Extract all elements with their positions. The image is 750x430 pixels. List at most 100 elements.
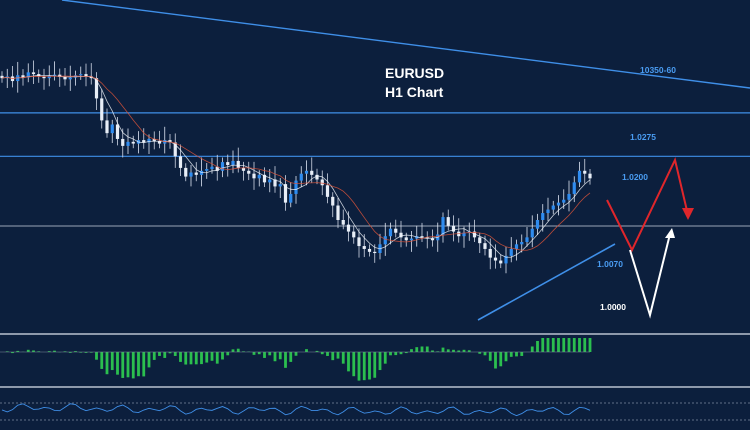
- candle-body: [310, 170, 314, 175]
- histogram-bar: [137, 352, 140, 377]
- histogram-bar: [152, 352, 156, 360]
- histogram-bar: [5, 351, 9, 352]
- histogram-bar: [320, 352, 324, 355]
- histogram-bar: [215, 352, 219, 364]
- histogram-bar: [446, 349, 450, 352]
- histogram-bar: [331, 352, 335, 361]
- candle-body: [157, 141, 162, 144]
- histogram-bar: [63, 351, 67, 352]
- histogram-bar: [252, 352, 256, 355]
- red-projection-arrowhead: [682, 208, 694, 220]
- histogram-bar: [79, 352, 83, 353]
- candle-body: [0, 75, 4, 79]
- candle-body: [94, 78, 99, 99]
- candle-body: [373, 251, 377, 254]
- histogram-bar: [504, 352, 508, 362]
- histogram-bar: [588, 338, 592, 352]
- candle-body: [278, 184, 282, 187]
- timeframe-title: H1 Chart: [385, 84, 444, 100]
- candle-body: [546, 209, 550, 214]
- histogram-bar: [47, 351, 51, 352]
- histogram-bar: [494, 352, 497, 369]
- histogram-bar: [89, 352, 93, 353]
- moving-average-fast: [1, 74, 591, 258]
- candle-body: [399, 232, 403, 238]
- candle-body: [331, 196, 335, 206]
- histogram-bar: [289, 352, 293, 362]
- histogram-bar: [11, 352, 14, 354]
- histogram-bar: [236, 348, 240, 352]
- histogram-bar: [210, 352, 214, 361]
- candle-body: [409, 238, 414, 241]
- candle-body: [336, 205, 340, 220]
- candle-body: [42, 76, 46, 79]
- histogram-bar: [362, 352, 366, 381]
- histogram-bar: [147, 352, 151, 368]
- histogram-bar: [352, 352, 356, 377]
- candle-body: [567, 193, 571, 200]
- histogram-bar: [515, 352, 518, 357]
- candle-body: [530, 228, 534, 238]
- histogram-bar: [509, 352, 513, 357]
- moving-average-slow: [1, 75, 591, 251]
- candle-body: [252, 173, 256, 179]
- candle-body: [268, 179, 272, 183]
- histogram-bar: [536, 341, 539, 352]
- candle-body: [262, 174, 267, 183]
- histogram-bar: [131, 352, 135, 379]
- candle-body: [115, 124, 120, 139]
- candle-body: [352, 231, 356, 238]
- histogram-bar: [478, 352, 482, 354]
- histogram-bar: [389, 352, 392, 356]
- histogram-bar: [284, 352, 287, 368]
- candle-body: [257, 174, 261, 179]
- histogram-bar: [158, 352, 161, 356]
- histogram-bar: [74, 351, 77, 352]
- candle-body: [446, 217, 450, 226]
- candle-body: [541, 213, 545, 220]
- candle-body: [346, 224, 351, 232]
- histogram-bar: [257, 352, 261, 355]
- candle-body: [499, 260, 503, 264]
- histogram-bar: [142, 352, 146, 377]
- candle-body: [488, 248, 492, 258]
- chart-title: EURUSD H1 Chart: [385, 64, 444, 102]
- candle-body: [583, 170, 587, 174]
- histogram-bar: [373, 352, 377, 378]
- histogram-bar: [278, 352, 282, 360]
- candle-body: [451, 225, 456, 232]
- histogram-bar: [168, 352, 172, 354]
- candle-body: [105, 120, 109, 134]
- candle-body: [241, 167, 246, 171]
- histogram-bar: [273, 352, 277, 362]
- candle-body: [63, 77, 67, 80]
- level-1-0200-label: 1.0200: [622, 172, 648, 182]
- histogram-bar: [420, 346, 424, 352]
- candle-body: [26, 72, 30, 78]
- candle-body: [493, 257, 498, 261]
- candle-body: [562, 199, 566, 203]
- candle-body: [189, 172, 193, 177]
- histogram-bar: [357, 352, 361, 381]
- histogram-bar: [557, 338, 560, 352]
- candle-body: [273, 179, 277, 187]
- histogram-bar: [163, 352, 167, 358]
- histogram-bar: [205, 352, 209, 363]
- symbol-title: EURUSD: [385, 65, 445, 81]
- histogram-bar: [436, 351, 440, 352]
- candle-body: [483, 243, 487, 249]
- candle-body: [504, 255, 508, 264]
- white-projection-arrowhead: [665, 228, 675, 238]
- histogram-bar: [100, 352, 104, 369]
- histogram-bar: [541, 338, 545, 352]
- candle-body: [556, 202, 561, 206]
- histogram-bar: [126, 352, 130, 378]
- candle-body: [178, 156, 183, 168]
- candle-body: [394, 228, 398, 233]
- histogram-bar: [488, 352, 492, 361]
- histogram-bar: [37, 351, 41, 352]
- histogram-bar: [567, 338, 571, 352]
- candle-body: [110, 124, 114, 134]
- histogram-bar: [226, 352, 230, 356]
